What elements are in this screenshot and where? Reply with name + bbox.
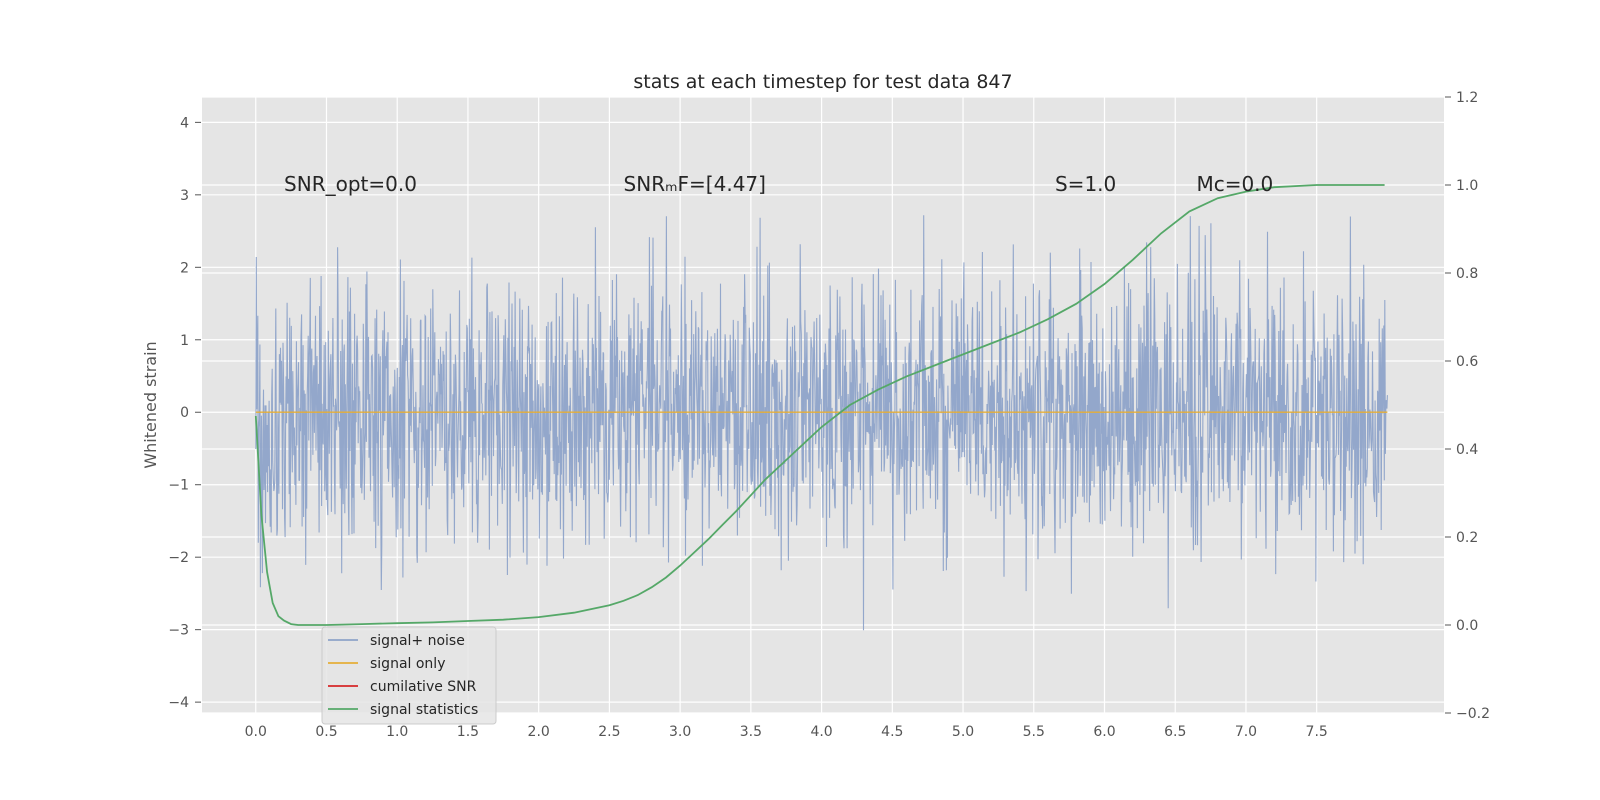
x-tick-label: 2.0 xyxy=(528,724,550,740)
y2-tick-label: 0.0 xyxy=(1456,618,1478,634)
x-tick-label: 3.0 xyxy=(669,724,691,740)
x-tick-label: 2.5 xyxy=(598,724,620,740)
y-tick-label: 1 xyxy=(180,333,189,349)
y-axis-label: Whitened strain xyxy=(141,341,160,468)
x-tick-label: 5.0 xyxy=(952,724,974,740)
x-axis: 0.0 0.5 1.0 1.5 2.0 2.5 3.0 3.5 4.0 4.5 5.0 5.5 6.0 6… xyxy=(245,724,1328,740)
y-tick-label: 0 xyxy=(180,405,189,421)
y2-tick-label: 0.4 xyxy=(1456,442,1478,458)
annotation-text: Mᴄ=0.0 xyxy=(1196,172,1273,196)
annotation-text: SNRₘF=[4.47] xyxy=(624,172,766,196)
y2-tick-label: 0.2 xyxy=(1456,530,1478,546)
y-tick-label: −2 xyxy=(168,550,189,566)
y-tick-label: 2 xyxy=(180,260,189,276)
y-tick-label: −1 xyxy=(168,478,189,494)
y-axis-right: 1.2 1.0 0.8 0.6 0.4 0.2 0.0 −0.2 xyxy=(1445,90,1490,722)
x-tick-label: 6.0 xyxy=(1093,724,1115,740)
x-tick-label: 6.5 xyxy=(1164,724,1186,740)
legend-label: signal statistics xyxy=(370,702,478,718)
y-tick-label: −4 xyxy=(168,695,189,711)
annotation-text: SNR_opt=0.0 xyxy=(284,172,417,196)
x-tick-label: 0.0 xyxy=(245,724,267,740)
annotation-text: S=1.0 xyxy=(1055,172,1116,196)
x-tick-label: 7.0 xyxy=(1235,724,1257,740)
series-lines xyxy=(254,184,1388,626)
x-tick-label: 1.5 xyxy=(457,724,479,740)
y-tick-label: −3 xyxy=(168,623,189,639)
y2-tick-label: 1.0 xyxy=(1456,178,1478,194)
x-tick-label: 0.5 xyxy=(315,724,337,740)
legend-label: signal+ noise xyxy=(370,633,465,649)
y2-tick-label: −0.2 xyxy=(1456,706,1490,722)
x-tick-label: 7.5 xyxy=(1306,724,1328,740)
x-tick-label: 4.0 xyxy=(810,724,832,740)
x-tick-label: 4.5 xyxy=(881,724,903,740)
y-tick-label: 3 xyxy=(180,188,189,204)
signal-statistics-line xyxy=(254,184,1385,626)
legend: signal+ noise signal only cumilative SNR si… xyxy=(321,626,497,725)
y2-tick-label: 0.6 xyxy=(1456,354,1478,370)
y2-tick-label: 1.2 xyxy=(1456,90,1478,106)
x-tick-label: 3.5 xyxy=(740,724,762,740)
legend-label: signal only xyxy=(370,656,445,672)
x-tick-label: 5.5 xyxy=(1023,724,1045,740)
x-tick-label: 1.0 xyxy=(386,724,408,740)
y-axis-left: 4 3 2 1 0 −1 −2 −3 −4 xyxy=(168,115,201,711)
legend-label: cumilative SNR xyxy=(370,679,477,695)
y-tick-label: 4 xyxy=(180,115,189,131)
annotations: SNR_opt=0.0 SNRₘF=[4.47] S=1.0 Mᴄ=0.0 xyxy=(284,172,1273,196)
y2-tick-label: 0.8 xyxy=(1456,266,1478,282)
chart-title: stats at each timestep for test data 847 xyxy=(633,71,1012,93)
legend-box xyxy=(321,626,497,725)
